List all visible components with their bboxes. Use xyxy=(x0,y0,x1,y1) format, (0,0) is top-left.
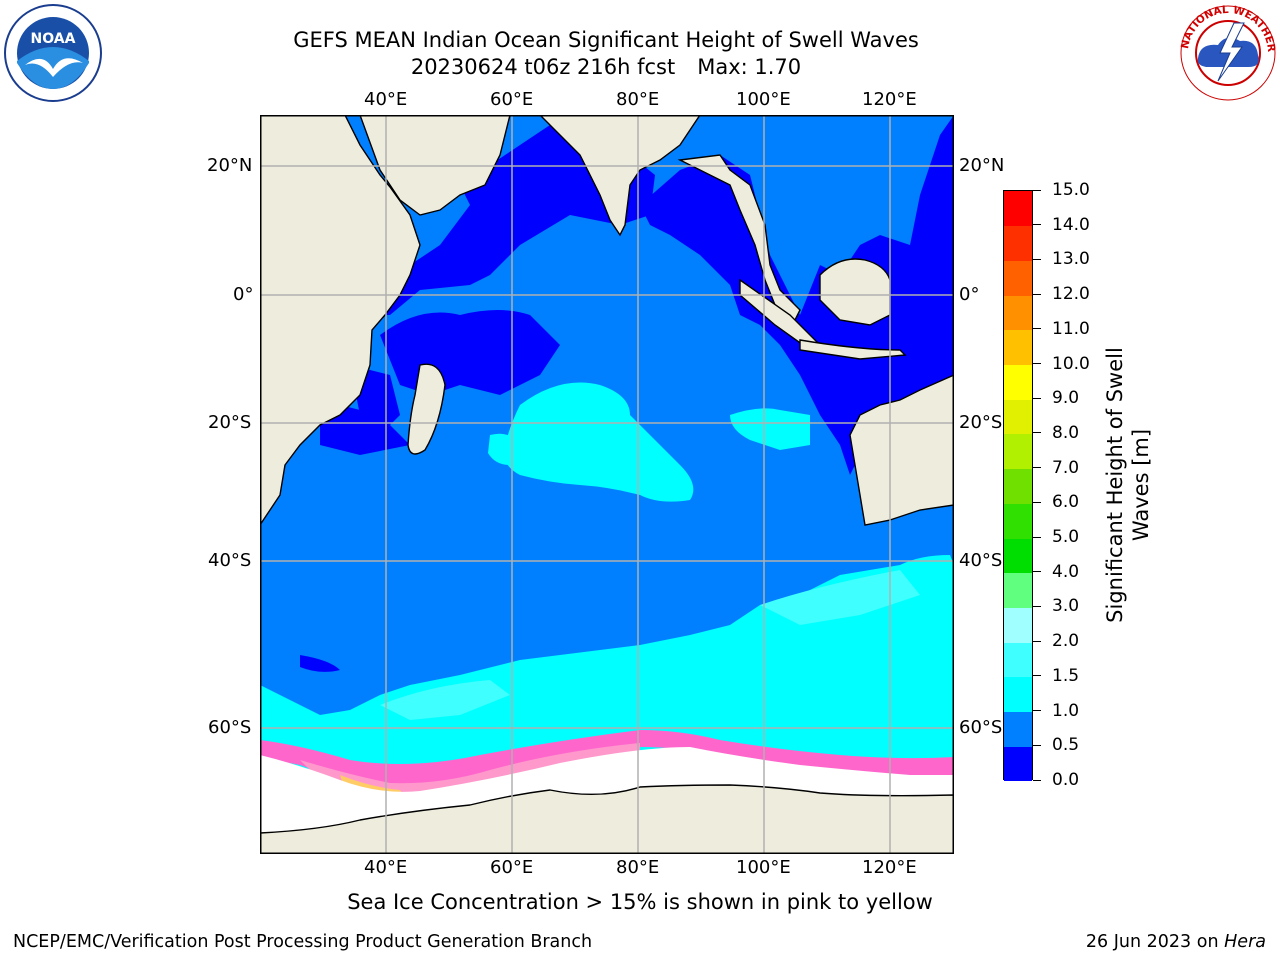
colorbar-title-line1: Significant Height of Swell xyxy=(1103,347,1127,623)
colorbar-segment xyxy=(1004,572,1032,608)
lat-label-left-60s: 60°S xyxy=(208,717,252,738)
colorbar-tick xyxy=(1033,675,1041,677)
footer-host: Hera xyxy=(1224,932,1266,952)
colorbar-segment xyxy=(1004,399,1032,435)
lat-label-left-0: 0° xyxy=(233,284,254,305)
colorbar-tick-label: 1.5 xyxy=(1052,665,1080,686)
lat-label-right-0: 0° xyxy=(959,284,980,305)
colorbar-tick xyxy=(1033,605,1041,607)
colorbar-tick xyxy=(1033,432,1041,434)
colorbar-tick-label: 0.5 xyxy=(1052,735,1080,756)
max-value: Max: 1.70 xyxy=(697,55,802,79)
colorbar-tick-label: 6.0 xyxy=(1052,492,1080,513)
colorbar-segment xyxy=(1004,711,1032,747)
colorbar-tick xyxy=(1033,536,1041,538)
colorbar-tick xyxy=(1033,640,1041,642)
gridlines xyxy=(260,115,954,854)
colorbar-title: Significant Height of Swell Waves [m] xyxy=(1102,325,1154,645)
colorbar-tick xyxy=(1033,467,1041,469)
colorbar-segment xyxy=(1004,191,1032,227)
national-weather-service-logo-icon: NATIONAL WEATHER SERVICE xyxy=(1178,3,1277,101)
colorbar-tick-label: 13.0 xyxy=(1052,249,1090,270)
colorbar-segment xyxy=(1004,676,1032,713)
colorbar-tick xyxy=(1033,293,1041,295)
chart-subtitle: 20230624 t06z 216h fcst Max: 1.70 xyxy=(206,54,1006,80)
colorbar-tick xyxy=(1033,328,1041,330)
colorbar-tick-label: 14.0 xyxy=(1052,214,1090,235)
colorbar-tick-label: 11.0 xyxy=(1052,318,1090,339)
lon-label-top-100e: 100°E xyxy=(736,89,791,110)
colorbar-tick-label: 12.0 xyxy=(1052,284,1090,305)
sea-ice-note: Sea Ice Concentration > 15% is shown in … xyxy=(347,890,933,914)
colorbar-tick-label: 10.0 xyxy=(1052,353,1090,374)
colorbar-tick-label: 0.0 xyxy=(1052,770,1080,790)
lat-label-left-20s: 20°S xyxy=(208,412,252,433)
lon-label-top-60e: 60°E xyxy=(490,89,534,110)
colorbar-segment xyxy=(1004,295,1032,331)
noaa-logo-icon: NOAA xyxy=(4,4,102,102)
colorbar-tick xyxy=(1033,501,1041,503)
colorbar-tick-label: 4.0 xyxy=(1052,561,1080,582)
indian-ocean-map xyxy=(260,115,954,854)
colorbar-tick-label: 9.0 xyxy=(1052,388,1080,409)
lon-label-top-40e: 40°E xyxy=(364,89,408,110)
lat-label-left-20n: 20°N xyxy=(207,155,253,176)
lon-label-bottom-100e: 100°E xyxy=(736,857,791,878)
lon-label-top-120e: 120°E xyxy=(862,89,917,110)
colorbar-tick-label: 3.0 xyxy=(1052,596,1080,617)
colorbar-tick-label: 7.0 xyxy=(1052,457,1080,478)
colorbar-tick xyxy=(1033,189,1041,191)
lon-label-bottom-40e: 40°E xyxy=(364,857,408,878)
colorbar-tick xyxy=(1033,571,1041,573)
colorbar-tick-label: 1.0 xyxy=(1052,700,1080,721)
colorbar-tick xyxy=(1033,744,1041,746)
colorbar xyxy=(1003,190,1033,782)
colorbar-segment xyxy=(1004,329,1032,366)
lon-label-top-80e: 80°E xyxy=(616,89,660,110)
lon-label-bottom-60e: 60°E xyxy=(490,857,534,878)
colorbar-segment xyxy=(1004,364,1032,400)
svg-text:NOAA: NOAA xyxy=(31,31,76,47)
colorbar-segment xyxy=(1004,642,1032,678)
lat-label-right-20n: 20°N xyxy=(959,155,1005,176)
colorbar-segment xyxy=(1004,607,1032,643)
colorbar-segment xyxy=(1004,260,1032,296)
colorbar-segment xyxy=(1004,746,1032,782)
light-cyan-patches xyxy=(380,570,920,720)
lat-label-left-40s: 40°S xyxy=(208,550,252,571)
lat-label-right-20s: 20°S xyxy=(959,412,1003,433)
colorbar-segment xyxy=(1004,433,1032,470)
colorbar-tick-label: 2.0 xyxy=(1052,631,1080,652)
colorbar-tick xyxy=(1033,779,1041,781)
colorbar-segment xyxy=(1004,468,1032,504)
colorbar-tick xyxy=(1033,363,1041,365)
lon-label-bottom-80e: 80°E xyxy=(616,857,660,878)
footer-date-text: 26 Jun 2023 on xyxy=(1085,932,1219,952)
lat-label-right-40s: 40°S xyxy=(959,550,1003,571)
colorbar-tick-label: 5.0 xyxy=(1052,527,1080,548)
colorbar-tick-label: 15.0 xyxy=(1052,180,1090,200)
forecast-date: 20230624 t06z 216h fcst xyxy=(410,55,676,79)
colorbar-tick xyxy=(1033,710,1041,712)
lat-label-right-60s: 60°S xyxy=(959,717,1003,738)
colorbar-title-line2: Waves [m] xyxy=(1129,428,1153,542)
colorbar-segment xyxy=(1004,503,1032,539)
footer-credit: NCEP/EMC/Verification Post Processing Pr… xyxy=(13,932,593,952)
colorbar-segment xyxy=(1004,538,1032,574)
colorbar-tick xyxy=(1033,397,1041,399)
lon-label-bottom-120e: 120°E xyxy=(862,857,917,878)
colorbar-tick-label: 8.0 xyxy=(1052,422,1080,443)
footer-date: 26 Jun 2023 on Hera xyxy=(1086,932,1266,952)
colorbar-segment xyxy=(1004,225,1032,261)
colorbar-tick xyxy=(1033,258,1041,260)
colorbar-tick xyxy=(1033,224,1041,226)
chart-title: GEFS MEAN Indian Ocean Significant Heigh… xyxy=(293,28,919,52)
